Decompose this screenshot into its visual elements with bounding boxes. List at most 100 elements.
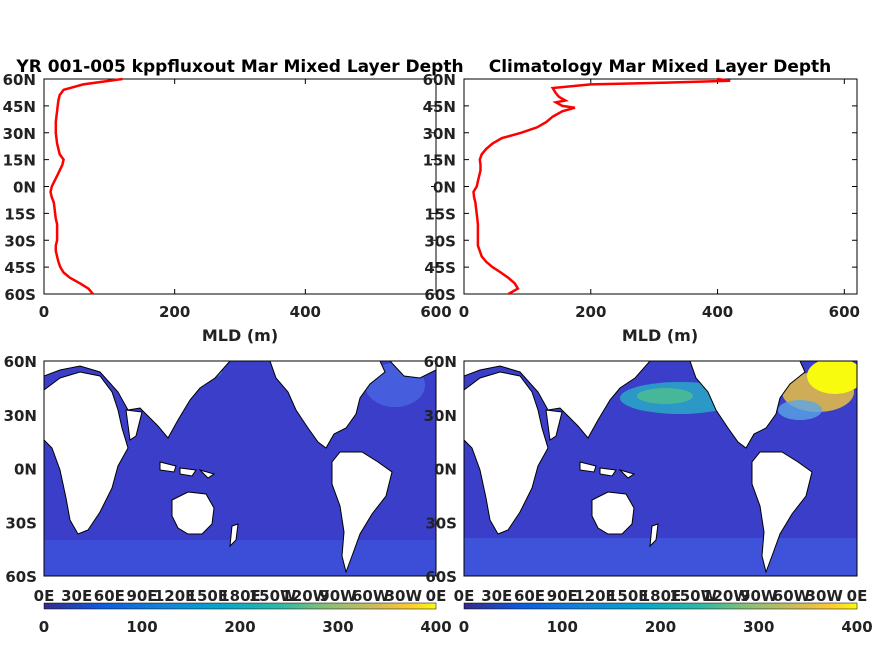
y-tick-label: 45S bbox=[424, 259, 456, 277]
y-tick-label: 0N bbox=[433, 179, 456, 197]
lon-tick-label: 150W bbox=[669, 587, 717, 605]
x-tick-label: 400 bbox=[702, 303, 733, 321]
y-tick-label: 60N bbox=[423, 71, 456, 89]
lon-tick-label: 0E bbox=[454, 587, 475, 605]
lat-tick-label: 0N bbox=[434, 461, 457, 479]
x-tick-label: 0 bbox=[39, 303, 49, 321]
x-tick-label: 600 bbox=[420, 303, 451, 321]
colorbar-tick-label: 300 bbox=[743, 618, 774, 636]
lat-tick-label: 30N bbox=[4, 407, 37, 425]
colorbar-tick-label: 100 bbox=[547, 618, 578, 636]
lon-tick-label: 90E bbox=[547, 587, 578, 605]
southern-ocean-band-right bbox=[464, 538, 857, 576]
y-tick-label: 60N bbox=[3, 71, 36, 89]
y-tick-labels-left: 60S 45S 30S 15S 0N 15N 30N 45N 60N bbox=[3, 71, 36, 304]
lon-tick-label: 30E bbox=[61, 587, 92, 605]
na-subtropical-right bbox=[778, 400, 822, 420]
series-line-right bbox=[472, 77, 731, 296]
y-tick-label: 60S bbox=[4, 286, 36, 304]
map-frame-left bbox=[43, 360, 437, 577]
colorbar-tick-label: 400 bbox=[841, 618, 872, 636]
continents-left bbox=[44, 361, 436, 574]
y-tick-label: 0N bbox=[13, 179, 36, 197]
map-panel-right: 60S 30S 0N 30N 60N 0E 30E 60E 90E120E150E180E15… bbox=[424, 353, 873, 636]
profile-panel-right: Climatology Mar Mixed Layer Depth 60S 45S… bbox=[423, 57, 860, 345]
lon-tick-label: 0E bbox=[34, 587, 55, 605]
colorbar-tick-label: 0 bbox=[39, 618, 49, 636]
x-axis-label-left: MLD (m) bbox=[202, 326, 278, 345]
colorbar-tick-label: 200 bbox=[645, 618, 676, 636]
y-tick-label: 60S bbox=[424, 286, 456, 304]
lon-tick-label: 30E bbox=[481, 587, 512, 605]
map-panel-left: 60S 30S 0N 30N 60N 0E 30E 60E 90E120E150E180E15… bbox=[4, 353, 452, 636]
y-tick-label: 15N bbox=[423, 152, 456, 170]
x-tick-label: 400 bbox=[290, 303, 321, 321]
colorbar-right bbox=[463, 602, 858, 610]
y-tick-label: 45N bbox=[3, 98, 36, 116]
map-lon-labels-left: 0E 30E 60E 90E120E150E180E150W120W90W60W30W… bbox=[34, 587, 447, 605]
southern-ocean-band-left bbox=[44, 540, 436, 576]
map-frame-right bbox=[463, 360, 858, 577]
lon-tick-label: 150E bbox=[607, 587, 649, 605]
chart-title-right: Climatology Mar Mixed Layer Depth bbox=[489, 57, 832, 77]
lon-tick-label: 60W bbox=[773, 587, 811, 605]
profile-panel-left: YR 001-005 kppfluxout Mar Mixed Layer De… bbox=[3, 57, 464, 345]
axes-frame-right bbox=[463, 78, 858, 295]
lon-tick-label: 120E bbox=[574, 587, 616, 605]
y-tick-label: 30S bbox=[4, 232, 36, 250]
series-line-left bbox=[49, 77, 123, 295]
lat-tick-label: 30N bbox=[424, 407, 457, 425]
lat-tick-label: 60S bbox=[425, 568, 457, 586]
labrador-sea-right bbox=[807, 361, 857, 394]
colorbar-ticks-left: 0 100 200 300 400 bbox=[39, 618, 452, 636]
chart-title-left: YR 001-005 kppfluxout Mar Mixed Layer De… bbox=[15, 57, 463, 77]
colorbar-tick-label: 0 bbox=[459, 618, 469, 636]
x-tick-label: 200 bbox=[159, 303, 190, 321]
lon-tick-label: 60W bbox=[352, 587, 390, 605]
lon-tick-label: 120W bbox=[702, 587, 750, 605]
lat-tick-label: 60S bbox=[5, 568, 37, 586]
kuroshio-core-right bbox=[637, 388, 693, 404]
y-tick-label: 30N bbox=[3, 125, 36, 143]
continents-right bbox=[464, 361, 813, 574]
map-lat-labels-right: 60S 30S 0N 30N 60N bbox=[424, 353, 457, 586]
lat-tick-label: 0N bbox=[14, 461, 37, 479]
lon-tick-label: 60E bbox=[94, 587, 125, 605]
lon-tick-label: 30W bbox=[385, 587, 423, 605]
colorbar-left bbox=[43, 602, 437, 610]
lon-tick-label: 90W bbox=[740, 587, 778, 605]
colorbar-tick-label: 400 bbox=[420, 618, 451, 636]
lon-tick-label: 90E bbox=[126, 587, 157, 605]
y-tick-label: 30N bbox=[423, 125, 456, 143]
x-tick-label: 0 bbox=[459, 303, 469, 321]
y-tick-labels-right: 60S 45S 30S 15S 0N 15N 30N 45N 60N bbox=[423, 71, 456, 304]
map-lon-labels-right: 0E 30E 60E 90E120E150E180E150W120W90W60W30W… bbox=[454, 587, 868, 605]
lon-tick-label: 150W bbox=[249, 587, 297, 605]
colorbar-tick-label: 200 bbox=[224, 618, 255, 636]
x-tick-labels-left: 0 200 400 600 bbox=[39, 303, 452, 321]
lon-tick-label: 90W bbox=[319, 587, 357, 605]
y-tick-label: 45N bbox=[423, 98, 456, 116]
lon-tick-label: 120E bbox=[154, 587, 196, 605]
tick-marks-left bbox=[43, 78, 437, 295]
lat-tick-label: 60N bbox=[424, 353, 457, 371]
y-tick-label: 15N bbox=[3, 152, 36, 170]
y-tick-label: 30S bbox=[424, 232, 456, 250]
lat-tick-label: 60N bbox=[4, 353, 37, 371]
lat-tick-label: 30S bbox=[425, 514, 457, 532]
lon-tick-label: 150E bbox=[187, 587, 229, 605]
y-tick-label: 45S bbox=[4, 259, 36, 277]
lon-tick-label: 120W bbox=[281, 587, 329, 605]
colorbar-ticks-right: 0 100 200 300 400 bbox=[459, 618, 873, 636]
x-tick-labels-right: 0 200 400 600 bbox=[459, 303, 860, 321]
x-tick-label: 600 bbox=[829, 303, 860, 321]
map-lat-labels-left: 60S 30S 0N 30N 60N bbox=[4, 353, 37, 586]
lon-tick-label: 60E bbox=[514, 587, 545, 605]
axes-frame-left bbox=[43, 78, 437, 295]
x-axis-label-right: MLD (m) bbox=[622, 326, 698, 345]
lon-tick-label: 180E bbox=[640, 587, 682, 605]
x-tick-label: 200 bbox=[575, 303, 606, 321]
lon-tick-label: 180E bbox=[219, 587, 261, 605]
y-tick-label: 15S bbox=[424, 205, 456, 223]
